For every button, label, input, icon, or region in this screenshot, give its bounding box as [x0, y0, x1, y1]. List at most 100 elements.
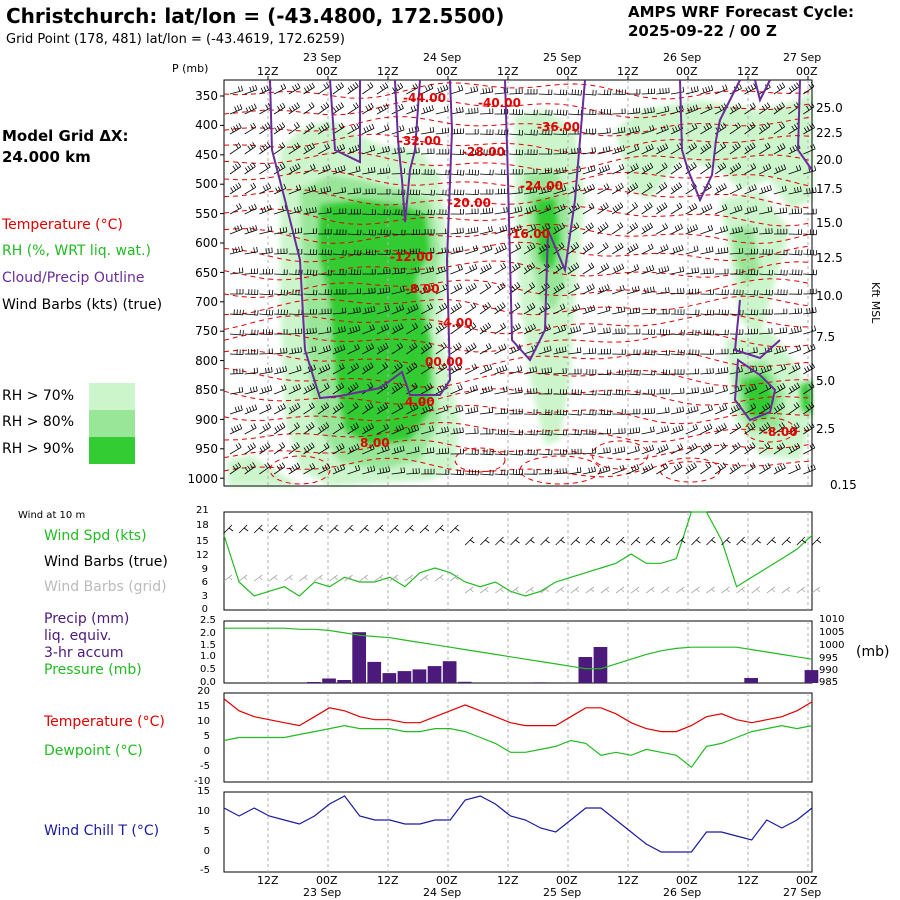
- tick-label: 2.5: [200, 615, 216, 626]
- wind-barb: [611, 202, 624, 215]
- wind-barb: [538, 167, 552, 175]
- surface-wind-barb: [555, 536, 565, 546]
- wind-barb: [347, 288, 361, 295]
- wind-barb: [332, 307, 347, 315]
- wind-barb: [773, 249, 788, 256]
- legend-cloud: Cloud/Precip Outline: [2, 270, 145, 286]
- wind-barb: [714, 385, 728, 395]
- wind-barb: [626, 389, 641, 396]
- wind-barb: [773, 463, 786, 475]
- grid-wind-barb: [721, 586, 730, 594]
- surface-wind-barb: [691, 536, 701, 546]
- top-tick-label: 12Z: [497, 65, 519, 78]
- grid-wind-barb: [660, 586, 670, 594]
- wind-barb: [421, 266, 435, 275]
- wind-barb: [391, 382, 403, 395]
- wind-barb: [597, 202, 609, 215]
- wind-barb: [244, 309, 259, 316]
- wind-barb: [479, 469, 494, 476]
- wind-barb: [332, 186, 347, 195]
- grid-wind-barb: [555, 586, 564, 594]
- top-tick-label: 00Z: [796, 65, 818, 78]
- wind-barb: [729, 162, 742, 175]
- wind-barb: [803, 208, 817, 215]
- wind-barb: [700, 423, 713, 435]
- wind-barb: [788, 442, 801, 455]
- wind-barb: [317, 382, 330, 395]
- tick-label: 0.5: [200, 664, 216, 675]
- wind-barb: [582, 466, 596, 475]
- grid-wind-barb: [766, 586, 776, 594]
- wind-barb: [435, 322, 447, 335]
- surface-wind-barb: [736, 536, 746, 546]
- precip-bar: [533, 682, 547, 683]
- wind-barb: [406, 169, 420, 175]
- surface-wind-barb: [480, 536, 490, 546]
- wind-barb: [803, 144, 816, 155]
- wind-barb: [303, 82, 315, 95]
- wind-barb: [303, 206, 317, 215]
- wind-barb: [435, 448, 450, 455]
- wind-barb: [685, 224, 698, 235]
- wind-barb: [347, 402, 359, 415]
- wind-barb: [670, 462, 683, 475]
- wind-barb: [421, 468, 435, 475]
- wind-barb: [729, 422, 742, 435]
- wind-barb: [773, 308, 788, 315]
- wind-barb: [568, 389, 582, 396]
- wind-barb: [759, 163, 772, 175]
- wind-barb: [759, 364, 772, 375]
- wind-barb: [450, 283, 463, 295]
- wind-barb: [259, 309, 274, 316]
- wind-barb: [523, 186, 538, 195]
- wind-barb: [685, 288, 700, 295]
- wind-barb: [303, 289, 318, 296]
- wind-barb: [788, 82, 800, 95]
- grid-wind-barb: [253, 574, 263, 582]
- wind-barb: [259, 269, 273, 275]
- wind-barb: [317, 402, 330, 415]
- tick-label: 21: [196, 505, 209, 516]
- wind-barb: [406, 362, 418, 375]
- grid-wind-barb: [615, 586, 625, 594]
- wind-barb: [744, 122, 756, 135]
- wind-barb: [332, 289, 347, 295]
- grid-wind-barb: [284, 574, 293, 582]
- wind-barb: [656, 369, 670, 376]
- wind-barb: [773, 289, 788, 296]
- wind-barb: [758, 122, 771, 135]
- dewpoint-line: [223, 724, 813, 769]
- wind-barb: [347, 443, 360, 455]
- wind-barb: [332, 382, 345, 395]
- wind-barb: [773, 327, 788, 335]
- temperature-panel-frame: [223, 692, 813, 783]
- wind-barb: [479, 149, 494, 156]
- top-tick-label: 12Z: [737, 65, 759, 78]
- wind-barb: [406, 468, 420, 475]
- wind-barb: [318, 164, 331, 175]
- wind-barb: [509, 262, 521, 275]
- wind-barb: [773, 207, 788, 215]
- surface-wind-barb: [374, 524, 385, 534]
- wind-barb: [582, 283, 595, 295]
- wind-barb: [317, 102, 330, 115]
- wind-barb: [714, 204, 728, 215]
- pressure-tick-label: 1000: [187, 472, 218, 486]
- wind-barb: [274, 269, 288, 275]
- wind-barb: [465, 406, 479, 415]
- grid-wind-barb: [510, 586, 519, 594]
- wind-barb: [523, 149, 538, 155]
- pressure-tick-label: 350: [195, 89, 218, 103]
- wind-barb: [406, 248, 420, 255]
- wind-barb: [685, 86, 699, 95]
- temperature-contour-label: -4.00: [438, 316, 473, 330]
- wind-barb: [670, 266, 685, 275]
- wind-barb: [376, 229, 391, 236]
- temperature-contour: [223, 278, 813, 299]
- top-date-label: 26 Sep: [663, 51, 702, 64]
- wind-barb: [626, 264, 640, 275]
- wind-barb: [362, 287, 376, 295]
- wind-barb: [744, 102, 756, 115]
- wind-barb: [244, 182, 257, 195]
